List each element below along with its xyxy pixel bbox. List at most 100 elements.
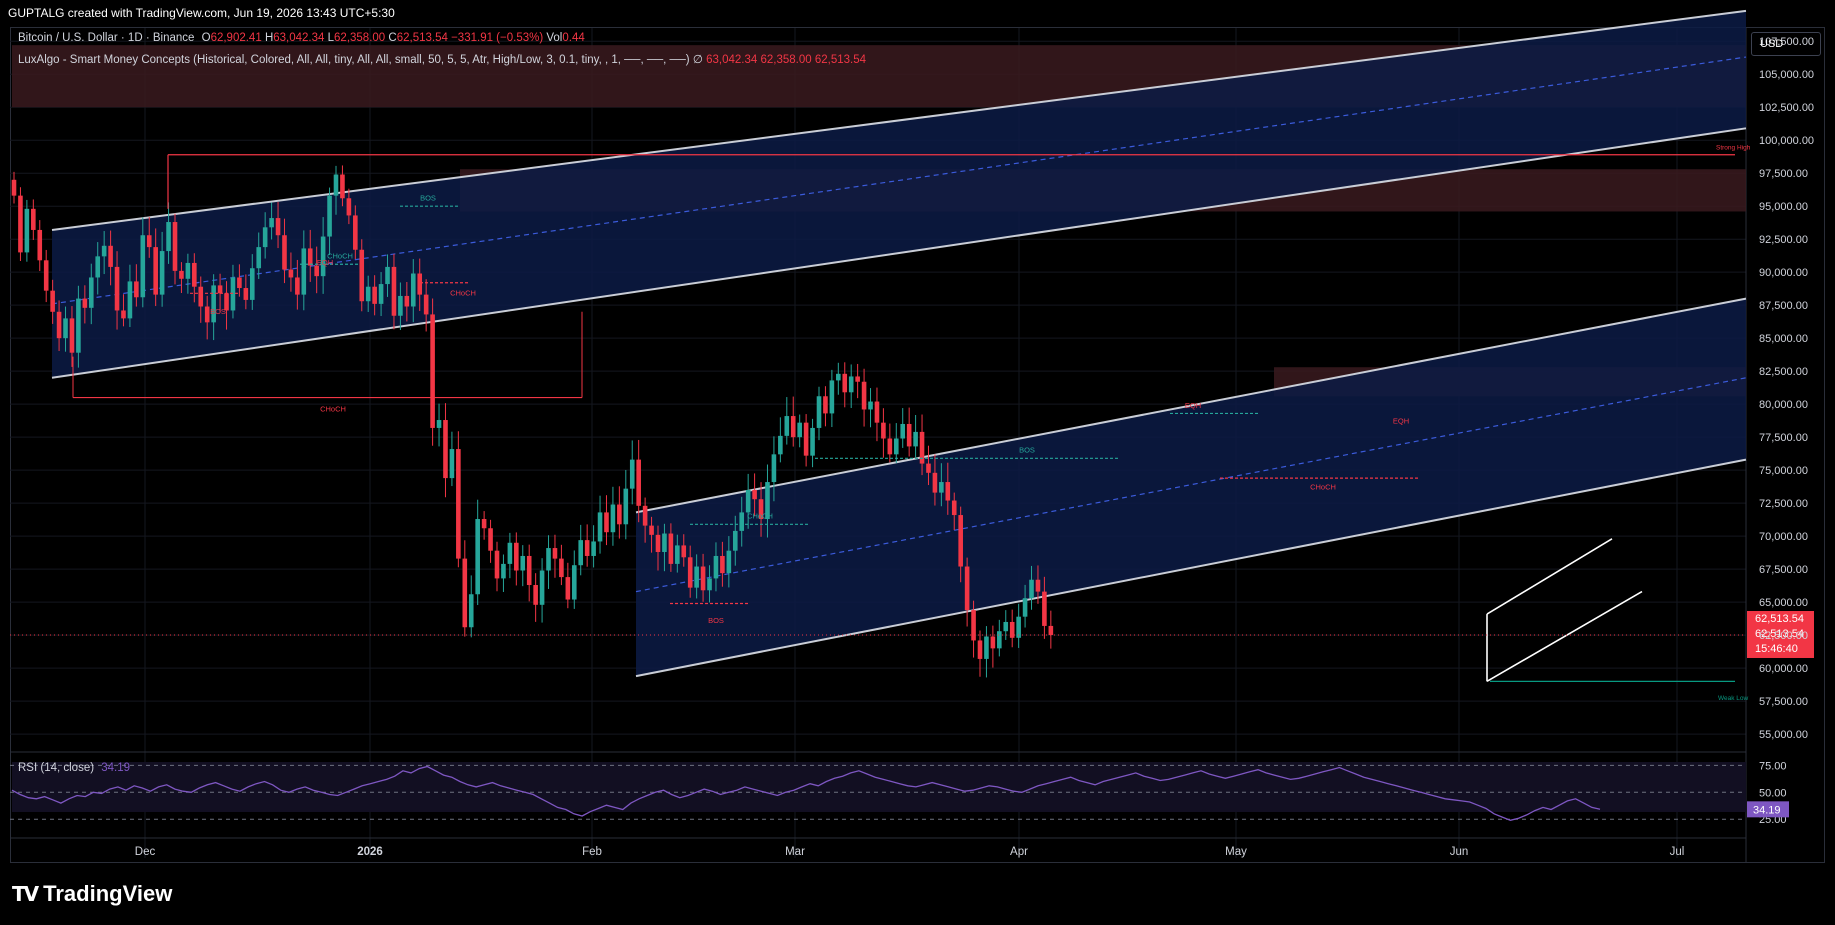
candle-body (301, 248, 307, 295)
candle-body (559, 558, 564, 578)
candle-body (829, 380, 835, 414)
candle-body (449, 449, 455, 479)
tradingview-logo-icon: 𝗧𝗩 (12, 883, 39, 906)
last-price-label-2: 62,513.54 (1755, 628, 1804, 640)
candle-body (926, 463, 931, 473)
candle-body (964, 566, 970, 611)
candle-body (192, 262, 197, 287)
high-value: 63,042.34 (273, 32, 325, 44)
candle-body (1048, 625, 1054, 635)
channel-1-lower (51, 127, 1747, 379)
choch-label-3: CHoCH (450, 289, 476, 298)
candle-body (436, 420, 442, 428)
candle-body (816, 396, 822, 428)
channel-2-upper (635, 297, 1747, 514)
candle-body (475, 519, 480, 595)
candle-body (417, 273, 423, 295)
price-tick-label: 107,500.00 (1759, 36, 1814, 48)
candle-body (346, 198, 352, 216)
candle-body (771, 454, 777, 483)
chart-frame (10, 27, 1825, 863)
candle-body (990, 636, 996, 649)
candle-body (939, 482, 944, 493)
overlays: CHoCHBOSCHoCHEQHBOSCHoCHCHoCHBOSBOSEQHCH… (10, 144, 1814, 702)
indicator-legend[interactable]: LuxAlgo - Smart Money Concepts (Historic… (18, 52, 866, 66)
candle-body (900, 423, 906, 439)
candle-body (320, 236, 326, 277)
open-value: 62,902.41 (210, 32, 262, 44)
candle-body (391, 266, 397, 316)
candle-body (140, 235, 146, 298)
time-tick-label: Jun (1450, 846, 1469, 858)
candle-body (984, 636, 989, 659)
candle-body (629, 459, 635, 489)
low-label: L (327, 32, 335, 44)
price-tick-label: 82,500.00 (1759, 366, 1808, 378)
candle-body (249, 268, 255, 300)
candle-body (114, 266, 120, 311)
candle-body (997, 631, 1002, 649)
rsi-tick-label: 50.00 (1759, 787, 1787, 799)
candle-body (153, 247, 158, 295)
time-axis: Dec 2026 Feb Mar Apr May Jun Jul (135, 846, 1685, 858)
candle-body (726, 550, 732, 574)
candle-body (713, 555, 719, 579)
candle-body (514, 542, 519, 571)
close-value: 62,513.54 (396, 32, 448, 44)
candle-body (539, 570, 545, 605)
price-tick-label: 102,500.00 (1759, 102, 1814, 114)
smc-zones (12, 9, 1747, 812)
candle-body (951, 500, 957, 516)
time-tick-label: Feb (582, 846, 602, 858)
wedge-upper (1486, 538, 1613, 615)
currency-selector[interactable]: USD (1751, 32, 1821, 56)
candle-body (256, 247, 262, 269)
candle-body (179, 270, 184, 279)
choch-label-major: CHoCH (320, 405, 346, 414)
candle-body (778, 435, 783, 455)
candle-body (501, 563, 506, 579)
candle-body (855, 376, 860, 382)
rsi-value: 34.19 (101, 762, 131, 774)
candle-body (82, 298, 88, 308)
candle-body (262, 227, 268, 248)
candle-body (945, 482, 951, 501)
candle-body (842, 373, 848, 393)
price-tick-label: 87,500.00 (1759, 300, 1808, 312)
wedge-lower (1486, 590, 1643, 683)
price-tick-label: 75,000.00 (1759, 465, 1808, 477)
candle-body (211, 285, 216, 323)
candle-body (687, 557, 693, 588)
strong-high-label: Strong High (1716, 144, 1751, 151)
candle-body (546, 548, 551, 571)
candle-body (37, 229, 43, 261)
candle-body (732, 530, 738, 551)
candle-body (24, 208, 30, 253)
candle-body (1003, 621, 1009, 632)
candle-body (681, 545, 687, 558)
bar-countdown-label: 15:46:40 (1755, 643, 1798, 655)
candle-body (868, 401, 873, 410)
candle-body (617, 504, 622, 525)
rsi-title: RSI (14, close) (18, 762, 95, 774)
time-tick-label: May (1225, 846, 1247, 858)
high-label: H (264, 32, 274, 44)
candle-body (327, 195, 332, 237)
eqh-label-2: EQH (1185, 401, 1201, 410)
candle-body (739, 512, 745, 531)
candle-body (874, 401, 880, 423)
tradingview-logo[interactable]: 𝗧𝗩 TradingView (12, 881, 172, 907)
candle-body (11, 179, 17, 196)
price-tick-label: 62,500.00 (1759, 630, 1808, 642)
price-tick-label: 60,000.00 (1759, 663, 1808, 675)
candle-body (893, 438, 899, 455)
candle-body (204, 306, 210, 323)
candle-body (906, 423, 912, 447)
candle-body (649, 525, 654, 535)
candle-body (456, 449, 461, 559)
candle-body (31, 208, 36, 230)
price-tick-label: 65,000.00 (1759, 597, 1808, 609)
rsi-current-box (1747, 801, 1789, 818)
candle-body (977, 640, 983, 659)
